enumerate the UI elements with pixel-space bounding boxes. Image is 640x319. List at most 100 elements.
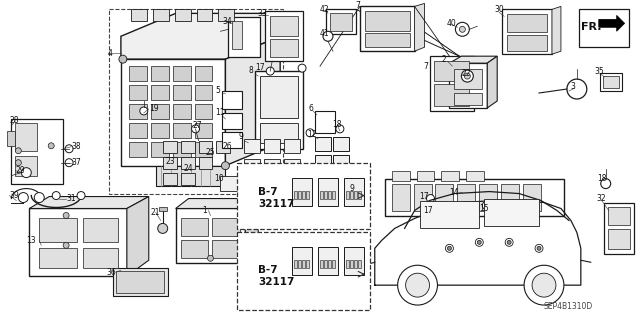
Bar [413,184,431,211]
Text: 39: 39 [10,191,19,200]
Bar [244,139,260,153]
Circle shape [447,246,451,250]
Text: 10: 10 [214,174,224,183]
Text: 11: 11 [216,108,225,117]
Bar [223,113,243,129]
Bar [264,159,280,173]
Bar [173,123,191,138]
Bar [195,142,212,157]
Text: 32: 32 [596,194,606,203]
Bar [292,247,312,275]
Bar [216,141,230,153]
Bar [131,9,147,21]
Text: SEP4B1310D: SEP4B1310D [544,301,593,311]
Bar [8,131,15,146]
Text: 9: 9 [350,184,355,193]
Circle shape [476,238,483,246]
Circle shape [426,195,435,203]
Bar [298,260,301,268]
Bar [417,171,435,181]
Bar [292,178,312,205]
Bar [385,179,564,217]
Bar [151,123,169,138]
Bar [237,163,370,229]
Bar [354,260,357,268]
Bar [502,9,552,54]
Bar [83,248,118,268]
Bar [507,14,547,32]
Bar [318,247,338,275]
Polygon shape [127,197,148,276]
Bar [344,247,364,275]
Bar [579,9,628,47]
Polygon shape [415,4,424,51]
Bar [328,190,331,198]
Bar [284,139,300,153]
Bar [454,93,483,105]
Bar [344,178,364,205]
Bar [12,119,63,184]
Circle shape [505,238,513,246]
Circle shape [63,212,69,219]
Bar [392,171,410,181]
Circle shape [15,160,21,166]
Text: 25: 25 [205,148,215,157]
Bar [195,66,212,81]
Bar [232,21,243,49]
Bar [163,141,177,153]
Bar [324,260,327,268]
Bar [346,260,349,268]
Bar [116,271,164,293]
Polygon shape [449,56,497,63]
Bar [600,73,621,91]
Text: 6: 6 [308,104,313,114]
Text: 24: 24 [184,164,193,173]
Polygon shape [599,15,625,31]
Polygon shape [121,59,225,166]
Bar [244,176,260,189]
Bar [294,260,297,268]
Polygon shape [487,56,497,108]
Bar [330,13,352,31]
Circle shape [35,193,44,203]
Text: 7: 7 [355,1,360,10]
Bar [173,66,191,81]
Bar [129,85,147,100]
Bar [29,209,127,276]
Bar [298,190,301,198]
Polygon shape [552,6,561,54]
Bar [198,141,212,153]
Bar [129,142,147,157]
Bar [442,171,460,181]
Circle shape [483,202,490,210]
Bar [228,17,260,57]
Circle shape [537,246,541,250]
Polygon shape [29,197,148,209]
Bar [163,157,177,169]
Circle shape [535,244,543,252]
Bar [365,33,410,47]
Circle shape [456,22,469,36]
Circle shape [266,67,274,75]
Text: 29: 29 [15,166,25,175]
Bar [129,66,147,81]
Bar [129,104,147,119]
Bar [320,190,323,198]
Bar [306,260,309,268]
Bar [153,9,169,21]
Text: 15: 15 [479,204,489,213]
Bar [264,139,280,153]
Bar [332,260,335,268]
Text: 19: 19 [148,104,158,114]
Bar [129,123,147,138]
Text: 7: 7 [424,62,428,70]
Text: 8: 8 [248,66,253,75]
Circle shape [524,265,564,305]
Bar [306,190,309,198]
Circle shape [19,193,28,203]
Bar [265,11,303,61]
Bar [223,132,243,148]
Circle shape [191,125,200,133]
Bar [435,84,469,106]
Bar [175,9,191,21]
